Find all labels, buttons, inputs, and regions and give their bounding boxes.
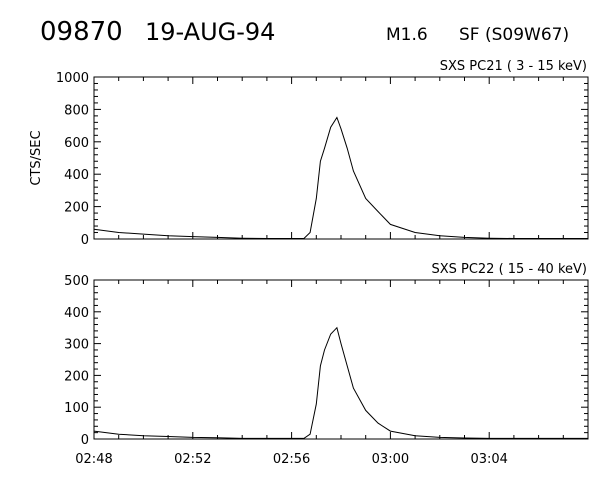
panel-pc22: SXS PC22 ( 15 - 40 keV) 0 100 200 300 400 500… xyxy=(64,262,589,467)
x-tick-label: 02:52 xyxy=(174,452,211,467)
x-tick-label: 03:04 xyxy=(470,452,507,467)
x-tick-label: 02:56 xyxy=(273,452,310,467)
x-tick-labels: 02:48 02:52 02:56 03:00 03:04 xyxy=(75,452,508,467)
panel-title: SXS PC21 ( 3 - 15 keV) xyxy=(440,59,587,74)
panel-title: SXS PC22 ( 15 - 40 keV) xyxy=(431,262,587,277)
y-tick-label: 200 xyxy=(64,201,89,216)
y-tick-label: 0 xyxy=(81,433,89,448)
y-ticks: 0 100 200 300 400 500 xyxy=(64,274,588,448)
series-line xyxy=(93,116,588,239)
y-tick-label: 1000 xyxy=(56,71,89,86)
y-tick-label: 400 xyxy=(64,306,89,321)
x-tick-label: 03:00 xyxy=(372,452,409,467)
x-tick-label: 02:48 xyxy=(75,452,112,467)
y-tick-label: 300 xyxy=(64,338,89,353)
x-ticks xyxy=(93,77,589,239)
y-axis-label: CTS/SEC xyxy=(29,130,44,185)
plot-frame xyxy=(93,76,589,240)
x-ticks xyxy=(93,280,589,439)
y-tick-label: 500 xyxy=(64,274,89,289)
event-date: 19-AUG-94 xyxy=(145,18,275,46)
goes-class: M1.6 xyxy=(386,25,428,45)
y-tick-label: 600 xyxy=(64,136,89,151)
y-tick-label: 0 xyxy=(81,233,89,248)
y-tick-label: 800 xyxy=(64,103,89,118)
y-tick-label: 200 xyxy=(64,369,89,384)
panel-pc21: SXS PC21 ( 3 - 15 keV) CTS/SEC 0 200 400 60… xyxy=(29,59,589,248)
y-tick-label: 400 xyxy=(64,168,89,183)
flare-location: SF (S09W67) xyxy=(459,25,569,45)
y-ticks: 0 200 400 600 800 1000 xyxy=(56,71,588,248)
y-tick-label: 100 xyxy=(64,401,89,416)
event-number: 09870 xyxy=(40,17,123,47)
series-line xyxy=(93,326,588,439)
plot-frame xyxy=(93,279,589,440)
